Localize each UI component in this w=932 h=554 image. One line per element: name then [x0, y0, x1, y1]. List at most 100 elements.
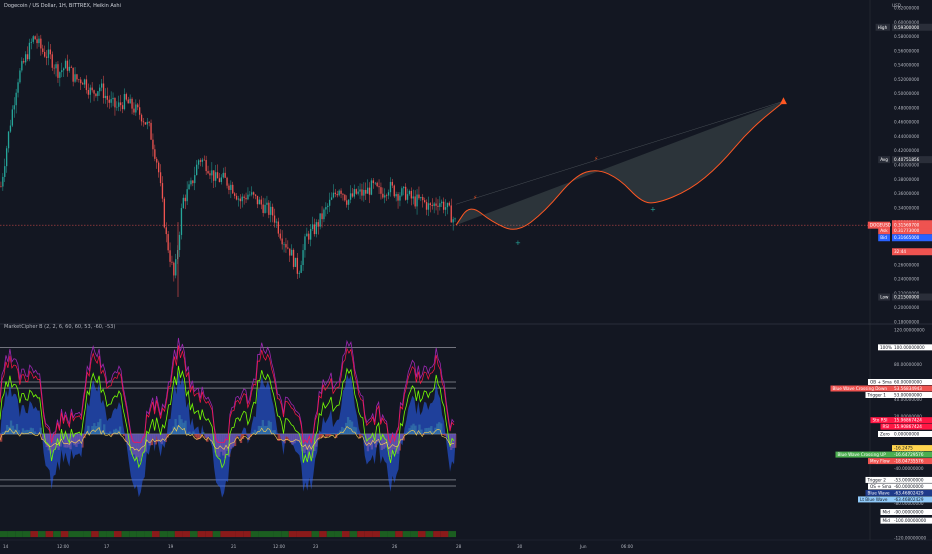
- status-strip-segment: [357, 531, 365, 537]
- indicator-pane[interactable]: [0, 338, 456, 537]
- candle: [390, 177, 391, 196]
- candle: [371, 178, 372, 195]
- candle: [52, 52, 53, 71]
- indicator-tag: Lt Blue Wave-63.46802429: [858, 496, 932, 502]
- candle-body: [135, 105, 136, 113]
- price-tick-label: 0.58000000: [894, 34, 920, 39]
- candle: [183, 195, 184, 209]
- status-strip-segment: [266, 531, 274, 537]
- candle-body: [300, 265, 301, 273]
- candle-body: [15, 93, 16, 106]
- candle: [53, 64, 54, 74]
- candle-body: [76, 74, 77, 79]
- indicator-tag-value: -63.46802429: [894, 490, 924, 495]
- price-tag-value: 0.40751856: [894, 157, 920, 162]
- candle: [236, 193, 237, 200]
- candle: [416, 189, 417, 215]
- candle-body: [312, 224, 313, 229]
- candle: [25, 51, 26, 65]
- candle-body: [34, 36, 35, 39]
- candle-body: [262, 204, 263, 212]
- candle: [280, 229, 281, 240]
- status-strip-segment: [182, 531, 190, 537]
- candle: [126, 93, 127, 102]
- status-strip-segment: [327, 531, 335, 537]
- projection-drawing[interactable]: ⚡⚡++▲: [456, 96, 787, 247]
- candle-body: [318, 222, 319, 227]
- candle: [88, 84, 89, 99]
- candle: [196, 160, 197, 175]
- candle-body: [449, 203, 450, 206]
- status-strip-segment: [274, 531, 282, 537]
- price-pane[interactable]: [0, 33, 455, 297]
- indicator-title[interactable]: MarketCipher B (2, 2, 6, 60, 60, 53, -60…: [4, 324, 115, 330]
- candle: [388, 190, 389, 200]
- status-strip-segment: [395, 531, 403, 537]
- candle: [319, 213, 320, 229]
- candle-body: [447, 203, 448, 207]
- status-strip-segment: [190, 531, 198, 537]
- status-strip-segment: [319, 531, 327, 537]
- time-tick-label: 30: [517, 544, 523, 549]
- candle-body: [179, 235, 180, 250]
- indicator-tag-value: 53.00000000: [894, 393, 922, 398]
- status-strip-segment: [84, 531, 92, 537]
- candle: [299, 271, 300, 278]
- candle-body: [71, 67, 72, 68]
- candle-body: [325, 207, 326, 209]
- candle: [114, 97, 115, 115]
- candle: [194, 167, 195, 190]
- price-tick-label: 0.46000000: [894, 120, 920, 125]
- candle-body: [128, 100, 129, 104]
- candle-body: [234, 193, 235, 196]
- plus-marker-icon: +: [650, 205, 656, 213]
- candle: [48, 42, 49, 66]
- candle-body: [242, 197, 243, 202]
- candle: [65, 58, 66, 68]
- status-strip-segment: [23, 531, 31, 537]
- candle: [148, 121, 149, 126]
- indicator-axis[interactable]: 120.00000000100.0000000080.0000000060.00…: [831, 328, 932, 541]
- price-tick-label: 0.34000000: [894, 205, 920, 210]
- candle: [99, 84, 100, 95]
- price-axis[interactable]: USD0.620000000.600000000.580000000.56000…: [868, 3, 932, 325]
- candle-body: [185, 198, 186, 201]
- status-strip-segment: [137, 531, 145, 537]
- indicator-tick-label: -40.00000000: [894, 466, 924, 471]
- status-strip-segment: [236, 531, 244, 537]
- money-flow-bar: [319, 434, 321, 438]
- candle: [116, 101, 117, 110]
- candle: [101, 79, 102, 91]
- candle-body: [451, 205, 452, 222]
- price-tag-label: Ask: [880, 228, 888, 233]
- candle-body: [86, 79, 87, 90]
- candle-body: [205, 160, 206, 171]
- candle: [207, 166, 208, 174]
- candle: [331, 192, 332, 200]
- candle: [297, 253, 298, 279]
- candle-body: [148, 122, 149, 123]
- status-strip-segment: [380, 531, 388, 537]
- price-tag-value: 0.31773000: [894, 228, 920, 233]
- candle-body: [261, 200, 262, 205]
- candle-body: [38, 39, 39, 43]
- price-tick-label: 0.62000000: [894, 6, 920, 11]
- candle: [274, 209, 275, 228]
- candle-body: [158, 163, 159, 173]
- candle-body: [124, 94, 125, 109]
- time-tick-label: 12:00: [57, 544, 69, 549]
- candle-body: [314, 224, 315, 234]
- indicator-tag: Mny Flow-18.04735576: [868, 458, 932, 464]
- candle: [251, 186, 252, 196]
- candle-body: [131, 99, 132, 109]
- candle: [403, 186, 404, 195]
- candle-body: [238, 199, 239, 200]
- candle-body: [245, 198, 246, 199]
- candle: [420, 197, 421, 201]
- candle: [128, 97, 129, 104]
